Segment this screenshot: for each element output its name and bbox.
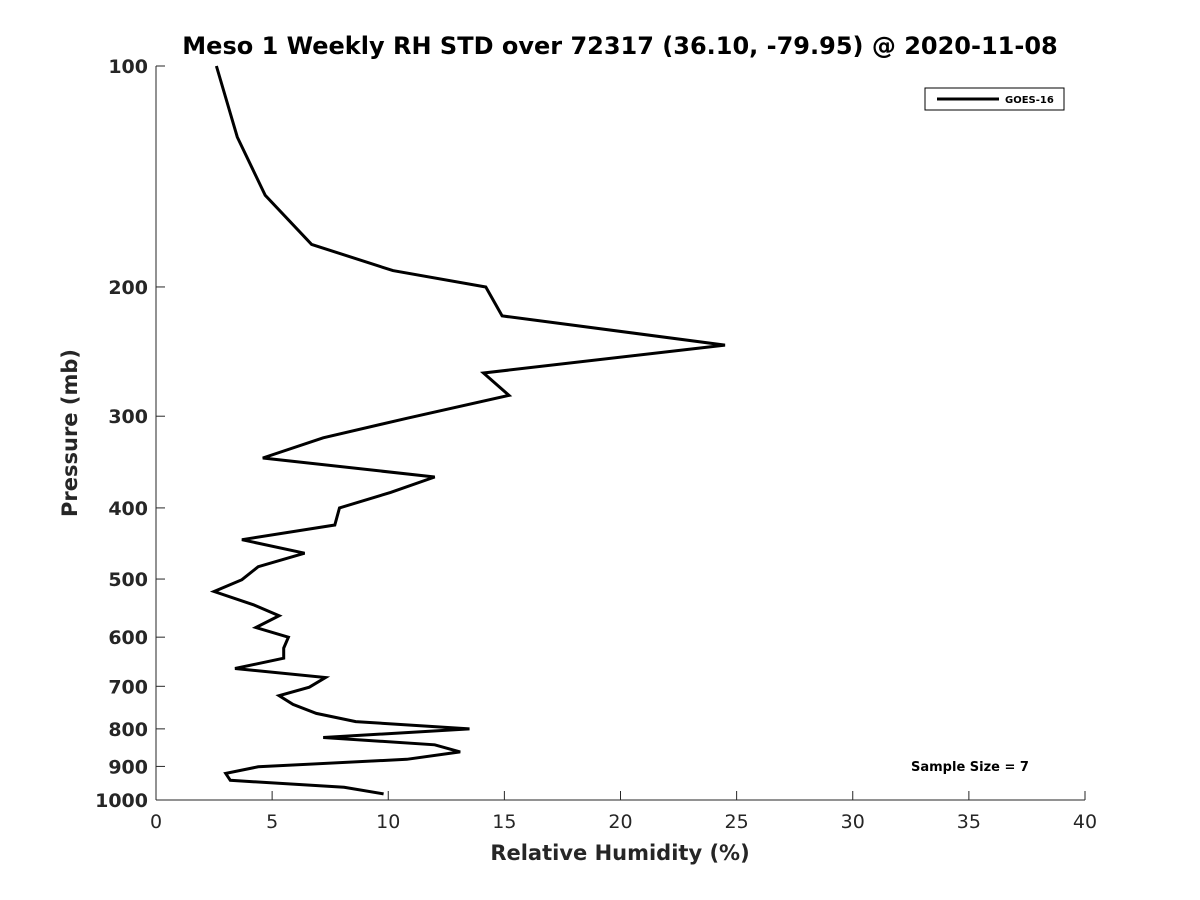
x-tick-label: 25 bbox=[725, 811, 749, 833]
y-axis-ticks: 100 200 300 400 500 600 700 800 900 1000 bbox=[95, 56, 165, 812]
x-tick-label: 10 bbox=[376, 811, 400, 833]
y-axis-label: Pressure (mb) bbox=[58, 349, 82, 517]
legend: GOES-16 bbox=[924, 87, 1065, 111]
x-tick-label: 40 bbox=[1073, 811, 1097, 833]
chart-title: Meso 1 Weekly RH STD over 72317 (36.10, … bbox=[182, 32, 1057, 60]
y-tick-label: 400 bbox=[108, 498, 148, 520]
x-tick-label: 35 bbox=[957, 811, 981, 833]
series-line-goes-16 bbox=[209, 65, 726, 796]
x-tick-label: 0 bbox=[150, 811, 162, 833]
x-tick-label: 15 bbox=[492, 811, 516, 833]
x-axis-label: Relative Humidity (%) bbox=[490, 841, 749, 865]
y-tick-label: 700 bbox=[108, 676, 148, 698]
x-axis-ticks: 0 5 10 15 20 25 30 35 40 bbox=[150, 791, 1097, 833]
x-tick-label: 5 bbox=[266, 811, 278, 833]
y-tick-label: 100 bbox=[108, 56, 148, 78]
x-tick-label: 20 bbox=[608, 811, 632, 833]
y-tick-label: 800 bbox=[108, 719, 148, 741]
y-tick-label: 1000 bbox=[95, 790, 148, 812]
sample-size-annotation: Sample Size = 7 bbox=[911, 760, 1029, 775]
y-tick-label: 300 bbox=[108, 406, 148, 428]
y-tick-label: 200 bbox=[108, 277, 148, 299]
y-tick-label: 600 bbox=[108, 627, 148, 649]
y-tick-label: 900 bbox=[108, 756, 148, 778]
series-layer bbox=[209, 65, 726, 796]
x-tick-label: 30 bbox=[841, 811, 865, 833]
legend-label: GOES-16 bbox=[1005, 95, 1054, 106]
y-tick-label: 500 bbox=[108, 569, 148, 591]
